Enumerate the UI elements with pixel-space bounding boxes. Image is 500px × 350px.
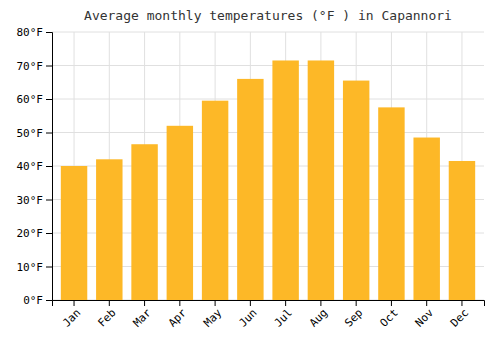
x-tick-label: Feb [95, 306, 118, 329]
y-tick: 30°F [17, 194, 53, 207]
y-axis: 0°F 10°F 20°F 30°F 40°F 50°F 60°F 70°F 80°F [17, 26, 53, 307]
x-tick-mark [144, 300, 145, 306]
x-tick: Jul [272, 300, 295, 330]
x-tick-label: Jun [236, 306, 259, 329]
x-tick-label: May [201, 306, 225, 330]
x-tick: Jan [60, 300, 83, 330]
y-grid-line [52, 99, 484, 100]
x-tick-mark [109, 300, 110, 306]
y-tick-label: 10°F [17, 261, 44, 274]
y-tick-label: 60°F [17, 93, 44, 106]
x-tick: May [201, 300, 225, 330]
x-tick-label: Aug [307, 306, 330, 329]
x-tick-mark [426, 300, 427, 306]
x-axis: Jan Feb Mar Apr May Jun Jul Aug Sep Oct Nov Dec [53, 300, 485, 330]
y-tick: 10°F [17, 261, 53, 274]
x-tick: Aug [307, 300, 330, 330]
x-tick-label: Dec [448, 306, 471, 329]
y-tick: 0°F [23, 294, 52, 307]
x-tick-label: Jul [272, 306, 295, 329]
y-grid-line [52, 65, 484, 66]
x-tick-mark [356, 300, 357, 306]
y-grid-line [52, 132, 484, 133]
x-tick-label: Jan [60, 306, 83, 329]
y-tick: 70°F [17, 60, 53, 73]
y-tick: 20°F [17, 227, 53, 240]
x-axis-line [53, 301, 485, 307]
grid [52, 32, 484, 300]
x-tick-mark [285, 300, 286, 306]
y-tick: 40°F [17, 160, 53, 173]
y-tick-mark [46, 66, 52, 67]
x-tick-mark [461, 300, 462, 306]
x-tick-label: Mar [131, 306, 155, 330]
y-grid-line [52, 32, 484, 33]
bar [378, 107, 404, 300]
y-tick-label: 70°F [17, 60, 44, 73]
y-tick-mark [46, 99, 52, 100]
x-tick-mark [250, 300, 251, 306]
y-tick-label: 80°F [17, 26, 44, 39]
bars [61, 60, 475, 300]
x-tick-mark [74, 300, 75, 306]
y-tick: 60°F [17, 93, 53, 106]
bar [167, 126, 193, 300]
x-tick-mark [391, 300, 392, 306]
bar [61, 166, 87, 300]
plot: Jan Feb Mar Apr May Jun Jul Aug Sep Oct Nov Dec 0°F 1… [17, 26, 485, 330]
x-tick: Jun [236, 300, 259, 330]
bar [308, 60, 334, 300]
y-tick-label: 50°F [17, 127, 44, 140]
bar [131, 144, 157, 300]
bar [96, 159, 122, 300]
x-tick: Feb [95, 300, 118, 330]
y-tick-label: 30°F [17, 194, 44, 207]
y-axis-line [46, 33, 53, 301]
x-tick-label: Oct [377, 306, 400, 329]
x-tick-label: Sep [342, 306, 365, 329]
y-tick-label: 40°F [17, 160, 44, 173]
x-tick: Oct [377, 300, 400, 330]
x-tick: Nov [413, 300, 437, 330]
x-tick: Apr [166, 300, 190, 330]
y-tick-mark [46, 233, 52, 234]
bar [202, 101, 228, 300]
x-tick-mark [320, 300, 321, 306]
bar [413, 138, 439, 300]
x-tick-mark [179, 300, 180, 306]
x-tick: Dec [448, 300, 471, 330]
y-tick-mark [46, 300, 52, 301]
y-tick-mark [46, 267, 52, 268]
x-tick: Mar [131, 300, 155, 330]
x-tick-label: Nov [413, 306, 437, 330]
y-tick-label: 20°F [17, 227, 44, 240]
title: Average monthly temperatures (°F ) in Ca… [84, 8, 452, 23]
x-tick-label: Apr [166, 306, 190, 330]
bar [272, 60, 298, 300]
bar [449, 161, 475, 300]
y-tick: 80°F [17, 26, 53, 39]
y-tick-mark [46, 32, 52, 33]
bar [237, 79, 263, 300]
bar [343, 81, 369, 300]
y-tick-label: 0°F [23, 294, 43, 307]
y-tick-mark [46, 133, 52, 134]
y-tick-mark [46, 200, 52, 201]
x-tick: Sep [342, 300, 365, 330]
chart: Jan Feb Mar Apr May Jun Jul Aug Sep Oct Nov Dec 0°F 1… [0, 0, 500, 350]
y-tick-mark [46, 166, 52, 167]
x-tick-mark [215, 300, 216, 306]
y-tick: 50°F [17, 127, 53, 140]
